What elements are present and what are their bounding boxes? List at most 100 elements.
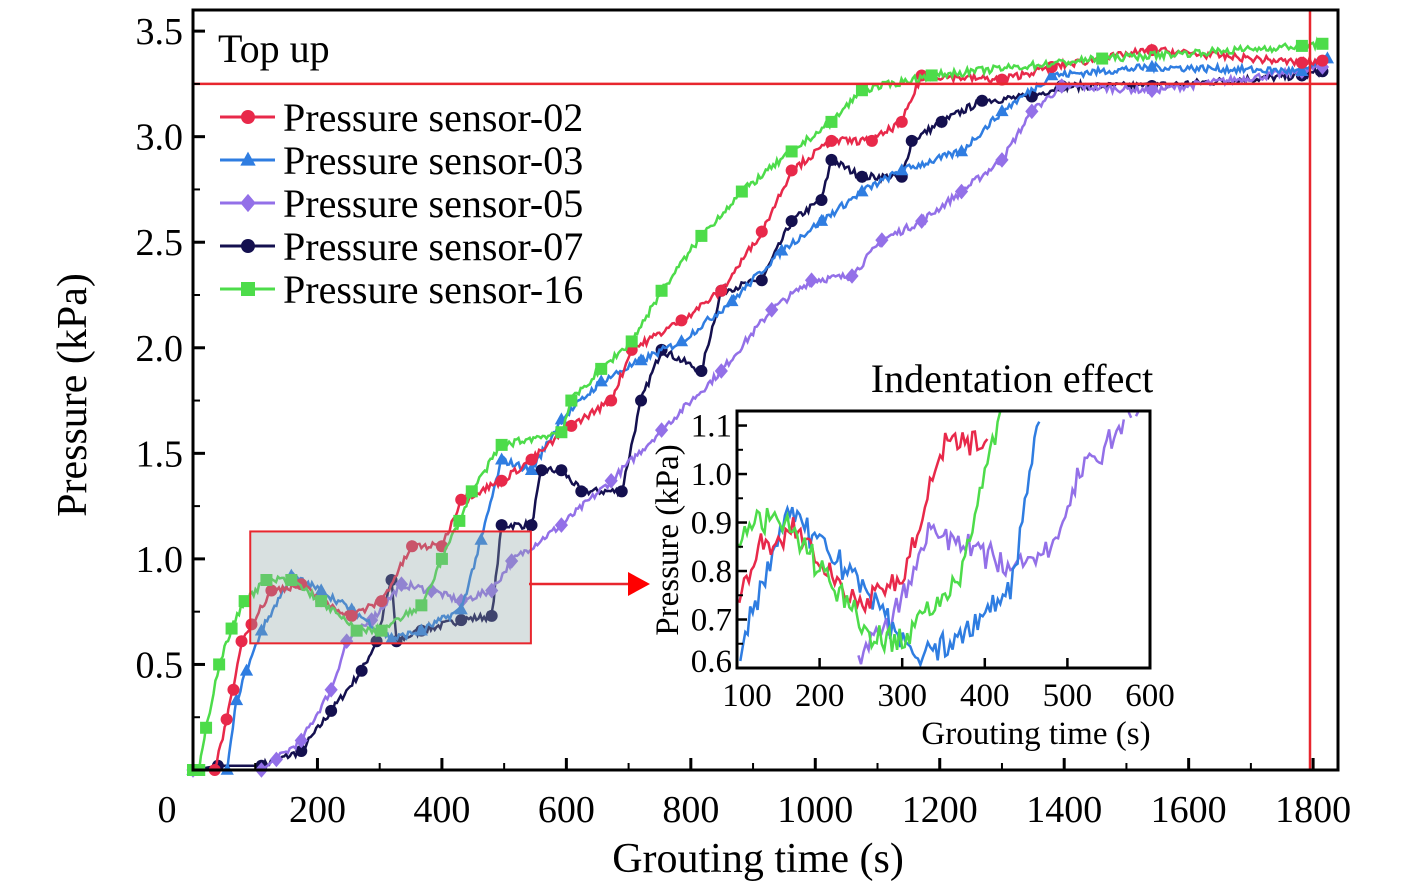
data-point-pressure-sensor-03 (725, 294, 739, 307)
inset-axes: 100 200 300 400 500 600 0.6 0.7 0.8 0.9 1.0 1.1 (691, 409, 1175, 714)
data-point-pressure-sensor-03 (775, 243, 789, 256)
data-point-pressure-sensor-02 (245, 618, 258, 631)
legend-marker-pressure-sensor-07 (241, 239, 255, 253)
data-point-pressure-sensor-05 (269, 751, 283, 768)
data-point-pressure-sensor-02 (525, 453, 538, 466)
data-point-pressure-sensor-05 (294, 732, 308, 749)
data-point-pressure-sensor-05 (845, 268, 859, 284)
inset-frame (735, 409, 1152, 670)
inset: 100 200 300 400 500 600 0.6 0.7 0.8 0.9 1.0 1.1 Ind… (650, 356, 1175, 752)
y-tick-label: 2.0 (136, 328, 184, 370)
inset-x-tick-label: 100 (722, 678, 772, 714)
data-point-pressure-sensor-02 (565, 419, 578, 432)
data-point-pressure-sensor-16 (735, 185, 748, 198)
main-axes: 0 200 400 600 800 1000 1200 1400 1600 18000.51.01… (136, 11, 1352, 831)
legend-label-pressure-sensor-02: Pressure sensor-02 (283, 95, 583, 140)
x-tick-label: 200 (289, 789, 346, 831)
data-point-pressure-sensor-03 (895, 163, 909, 176)
y-tick-label: 3.5 (136, 11, 184, 53)
data-point-pressure-sensor-02 (1295, 56, 1308, 69)
data-point-pressure-sensor-16 (825, 115, 838, 128)
data-point-pressure-sensor-02 (715, 284, 728, 297)
data-point-pressure-sensor-05 (1055, 78, 1069, 94)
data-point-pressure-sensor-03 (855, 184, 869, 197)
data-point-pressure-sensor-16 (1316, 37, 1329, 50)
data-point-pressure-sensor-05 (1025, 103, 1039, 120)
highlight-region (249, 530, 532, 645)
x-tick-label: 600 (538, 789, 595, 831)
data-point-pressure-sensor-03 (954, 144, 969, 157)
data-point-pressure-sensor-05 (995, 152, 1009, 168)
data-point-pressure-sensor-07 (785, 215, 798, 228)
data-point-pressure-sensor-16 (238, 595, 251, 608)
inset-y-axis-label: Pressure (kPa) (650, 444, 686, 636)
y-tick-label: 3.0 (136, 117, 184, 159)
data-point-pressure-sensor-05 (424, 582, 438, 599)
data-point-pressure-sensor-16 (435, 552, 448, 565)
data-point-pressure-sensor-07 (855, 170, 868, 183)
inset-x-tick-label: 200 (795, 678, 845, 714)
y-tick-label: 1.0 (136, 539, 184, 581)
data-point-pressure-sensor-02 (675, 314, 688, 327)
data-point-pressure-sensor-02 (235, 635, 248, 648)
data-point-pressure-sensor-16 (925, 69, 938, 82)
inset-y-tick-label: 0.9 (691, 506, 732, 542)
data-point-pressure-sensor-05 (340, 633, 354, 650)
data-point-pressure-sensor-02 (1316, 54, 1329, 67)
inset-series-line-pressure-sensor-16 (736, 411, 1002, 656)
data-point-pressure-sensor-16 (565, 394, 578, 407)
legend-marker-pressure-sensor-05 (240, 193, 256, 213)
legend-label-pressure-sensor-05: Pressure sensor-05 (283, 181, 583, 226)
data-point-pressure-sensor-07 (295, 745, 308, 757)
data-point-pressure-sensor-07 (485, 609, 498, 622)
data-point-pressure-sensor-03 (594, 374, 608, 387)
data-point-pressure-sensor-05 (554, 517, 568, 533)
data-point-pressure-sensor-03 (314, 583, 328, 596)
data-point-pressure-sensor-16 (595, 362, 608, 375)
data-point-pressure-sensor-05 (765, 301, 779, 318)
data-point-pressure-sensor-16 (1295, 39, 1308, 52)
data-point-pressure-sensor-07 (976, 94, 989, 107)
y-tick-label: 2.5 (136, 222, 184, 264)
data-point-pressure-sensor-05 (324, 681, 338, 698)
data-point-pressure-sensor-05 (505, 553, 519, 569)
data-point-pressure-sensor-03 (239, 663, 254, 676)
data-point-pressure-sensor-03 (1045, 68, 1059, 81)
data-point-pressure-sensor-07 (825, 153, 838, 166)
data-point-pressure-sensor-16 (285, 574, 298, 586)
series-line-pressure-sensor-05 (193, 62, 1323, 772)
data-point-pressure-sensor-16 (855, 84, 868, 97)
data-point-pressure-sensor-03 (414, 623, 428, 636)
x-tick-label: 1400 (1026, 789, 1102, 831)
data-point-pressure-sensor-02 (825, 134, 838, 147)
inset-y-tick-label: 1.1 (691, 409, 732, 445)
data-point-pressure-sensor-03 (454, 602, 468, 615)
data-point-pressure-sensor-02 (755, 225, 768, 238)
data-point-pressure-sensor-07 (635, 394, 648, 407)
data-point-pressure-sensor-03 (229, 693, 244, 706)
data-point-pressure-sensor-16 (1096, 52, 1109, 65)
plot-frame (191, 8, 1340, 772)
data-point-pressure-sensor-05 (485, 582, 499, 599)
x-tick-label: 1000 (777, 789, 853, 831)
legend-marker-pressure-sensor-02 (241, 110, 255, 124)
data-point-pressure-sensor-16 (200, 721, 213, 734)
data-point-pressure-sensor-16 (260, 574, 273, 586)
data-point-pressure-sensor-03 (1295, 64, 1309, 77)
data-point-pressure-sensor-02 (495, 474, 508, 487)
legend-label-pressure-sensor-07: Pressure sensor-07 (283, 224, 583, 269)
data-point-pressure-sensor-16 (315, 595, 328, 608)
inset-title: Indentation effect (871, 356, 1153, 401)
data-point-pressure-sensor-03 (524, 463, 539, 476)
data-point-pressure-sensor-07 (525, 519, 538, 532)
data-point-pressure-sensor-02 (406, 540, 419, 553)
data-point-pressure-sensor-07 (555, 464, 568, 477)
inset-x-tick-label: 600 (1125, 678, 1175, 714)
data-point-pressure-sensor-02 (865, 134, 878, 147)
data-point-pressure-sensor-16 (415, 599, 428, 612)
data-point-pressure-sensor-02 (895, 115, 908, 128)
data-point-pressure-sensor-07 (815, 194, 828, 206)
data-point-pressure-sensor-16 (465, 485, 478, 498)
data-point-pressure-sensor-16 (213, 658, 226, 671)
